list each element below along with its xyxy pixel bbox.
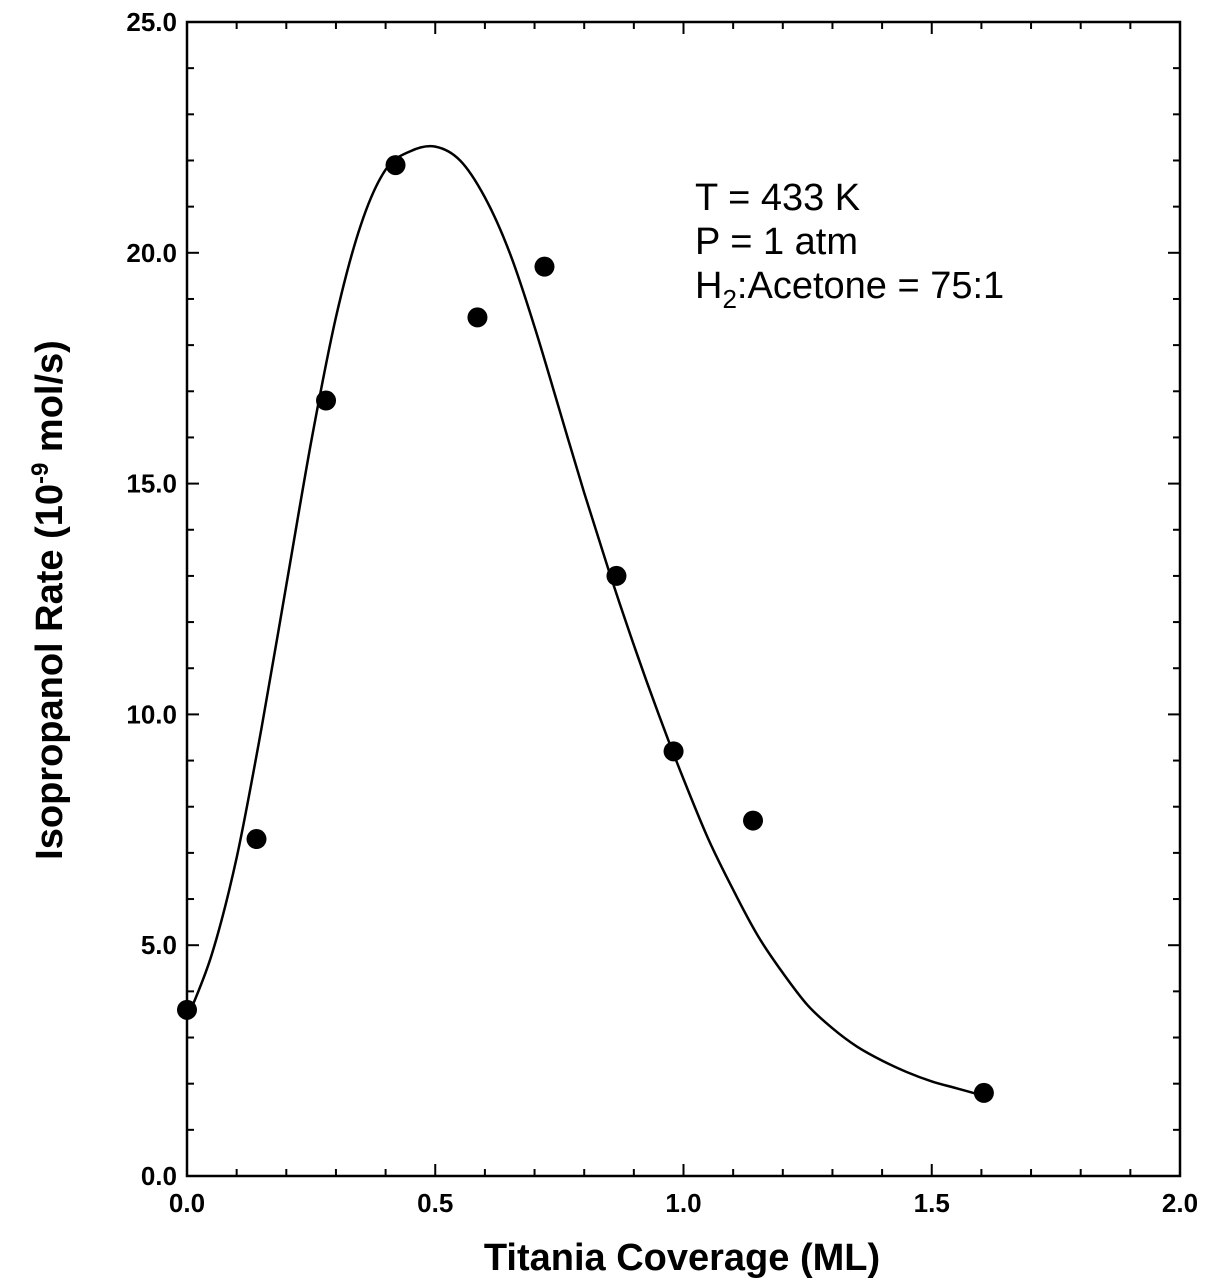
data-point <box>467 307 488 328</box>
x-axis-label: Titania Coverage (ML) <box>484 1237 880 1279</box>
data-point <box>385 155 406 176</box>
data-point <box>177 999 197 1020</box>
temperature-annotation: T = 433 K <box>695 177 860 219</box>
y-axis-label-tail: mol/s) <box>29 340 71 462</box>
x-tick-label: 1.5 <box>914 1188 950 1218</box>
axes <box>185 20 1182 1178</box>
x-tick-label: 0.0 <box>169 1188 205 1218</box>
y-tick-label: 0.0 <box>141 1161 177 1191</box>
data-point <box>973 1082 994 1103</box>
ratio-annotation-suffix: :Acetone = 75:1 <box>737 265 1004 307</box>
data-points-layer <box>177 155 994 1103</box>
y-tick-label: 5.0 <box>141 930 177 960</box>
data-point <box>246 829 267 850</box>
ratio-annotation-prefix: H <box>695 265 722 307</box>
y-tick-label: 15.0 <box>126 469 177 499</box>
data-point <box>663 741 684 762</box>
y-axis-label: Isopropanol Rate (10-9 mol/s) <box>27 340 71 860</box>
fit-curve-layer <box>185 144 982 1097</box>
y-tick-label: 10.0 <box>126 699 177 729</box>
x-tick-label: 1.0 <box>665 1188 701 1218</box>
x-tick-label: 2.0 <box>1162 1188 1198 1218</box>
data-point <box>606 565 627 586</box>
tick-labels: 0.0 0.5 1.0 1.5 2.0 0.0 5.0 10.0 15.0 20.0 25.0 <box>126 7 1198 1218</box>
y-tick-label: 25.0 <box>126 7 177 37</box>
y-tick-label: 20.0 <box>126 238 177 268</box>
x-tick-label: 0.5 <box>417 1188 453 1218</box>
data-point <box>534 256 555 277</box>
ratio-annotation: H2:Acetone = 75:1 <box>695 265 1004 314</box>
y-axis-label-superscript: -9 <box>27 463 54 484</box>
ratio-annotation-subscript: 2 <box>722 284 736 314</box>
pressure-annotation: P = 1 atm <box>695 221 858 263</box>
fit-curve <box>185 144 982 1097</box>
plot-frame <box>185 20 1182 1178</box>
data-point <box>743 810 764 831</box>
conditions-annotation: T = 433 K P = 1 atm H2:Acetone = 75:1 <box>695 177 1004 314</box>
ticks <box>186 21 1181 1177</box>
data-point <box>316 390 337 411</box>
y-axis-label-main: Isopropanol Rate (10 <box>29 484 71 860</box>
